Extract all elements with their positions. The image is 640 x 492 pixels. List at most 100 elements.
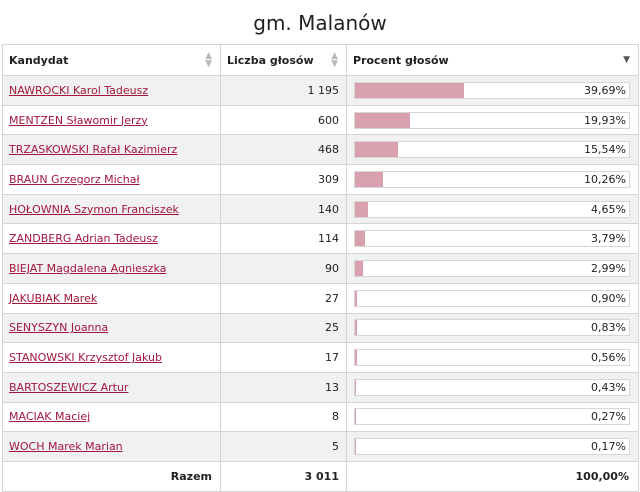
percent-bar-track: 3,79% <box>354 230 630 248</box>
percent-cell: 19,93% <box>346 104 639 136</box>
candidate-link[interactable]: WOCH Marek Marian <box>9 440 123 454</box>
votes-cell: 13 <box>220 371 347 403</box>
candidate-link[interactable]: HOŁOWNIA Szymon Franciszek <box>9 202 179 216</box>
percent-cell: 0,17% <box>346 431 639 462</box>
table-row: JAKUBIAK Marek 27 0,90% <box>2 282 639 314</box>
candidate-link[interactable]: SENYSZYN Joanna <box>9 321 109 335</box>
percent-bar-fill <box>355 260 364 276</box>
percent-label: 4,65% <box>591 202 626 216</box>
percent-label: 15,54% <box>584 143 626 157</box>
candidate-link[interactable]: BRAUN Grzegorz Michał <box>9 172 140 186</box>
table-row: WOCH Marek Marian 5 0,17% <box>2 431 639 462</box>
column-header-percent[interactable]: Procent głosów ▼ <box>346 44 639 76</box>
total-row: Razem 3 011 100,00% <box>2 460 639 492</box>
percent-bar-fill <box>355 409 356 425</box>
total-label: Razem <box>2 460 221 492</box>
percent-label: 0,83% <box>591 321 626 335</box>
percent-cell: 4,65% <box>346 193 639 225</box>
candidate-link[interactable]: ZANDBERG Adrian Tadeusz <box>9 232 158 246</box>
percent-bar-track: 0,56% <box>354 349 630 367</box>
table-row: HOŁOWNIA Szymon Franciszek 140 4,65% <box>2 193 639 225</box>
sort-arrows-icon[interactable]: ▲ ▼ <box>205 51 212 69</box>
percent-bar-track: 39,69% <box>354 81 630 99</box>
percent-bar-track: 0,83% <box>354 319 630 337</box>
percent-bar-fill <box>355 290 358 306</box>
percent-cell: 15,54% <box>346 134 639 166</box>
candidate-link[interactable]: MACIAK Maciej <box>9 410 91 424</box>
percent-label: 39,69% <box>584 83 626 97</box>
percent-label: 2,99% <box>591 261 626 275</box>
percent-bar-fill <box>355 231 366 247</box>
votes-cell: 468 <box>220 134 347 166</box>
candidate-link[interactable]: BIEJAT Magdalena Agnieszka <box>9 261 167 275</box>
percent-bar-fill <box>355 142 398 158</box>
percent-bar-track: 4,65% <box>354 200 630 218</box>
percent-cell: 0,43% <box>346 371 639 403</box>
candidate-link[interactable]: NAWROCKI Karol Tadeusz <box>9 83 149 97</box>
total-votes: 3 011 <box>220 460 347 492</box>
column-header-label: Procent głosów <box>353 53 449 67</box>
candidate-cell: STANOWSKI Krzysztof Jakub <box>2 342 221 373</box>
votes-cell: 17 <box>220 342 347 373</box>
votes-cell: 8 <box>220 401 347 433</box>
votes-cell: 309 <box>220 164 347 195</box>
percent-cell: 39,69% <box>346 75 639 106</box>
percent-bar-track: 0,17% <box>354 438 630 456</box>
votes-cell: 140 <box>220 193 347 225</box>
percent-label: 0,27% <box>591 410 626 424</box>
percent-cell: 0,90% <box>346 282 639 314</box>
table-row: MENTZEN Sławomir Jerzy 600 19,93% <box>2 104 639 136</box>
candidate-cell: BARTOSZEWICZ Artur <box>2 371 221 403</box>
percent-bar-track: 19,93% <box>354 111 630 129</box>
percent-label: 10,26% <box>584 172 626 186</box>
percent-label: 3,79% <box>591 232 626 246</box>
percent-bar-track: 0,90% <box>354 289 630 307</box>
percent-bar-track: 0,43% <box>354 378 630 396</box>
table-header-row: Kandydat ▲ ▼ Liczba głosów ▲ ▼ Procent gło… <box>2 44 639 76</box>
candidate-cell: MENTZEN Sławomir Jerzy <box>2 104 221 136</box>
candidate-link[interactable]: MENTZEN Sławomir Jerzy <box>9 113 148 127</box>
votes-cell: 5 <box>220 431 347 462</box>
percent-bar-fill <box>355 171 384 187</box>
total-percent: 100,00% <box>346 460 639 492</box>
candidate-cell: BIEJAT Magdalena Agnieszka <box>2 253 221 284</box>
table-row: SENYSZYN Joanna 25 0,83% <box>2 312 639 344</box>
percent-label: 0,17% <box>591 440 626 454</box>
table-row: NAWROCKI Karol Tadeusz 1 195 39,69% <box>2 75 639 106</box>
votes-cell: 600 <box>220 104 347 136</box>
candidate-link[interactable]: STANOWSKI Krzysztof Jakub <box>9 351 162 365</box>
results-table: Kandydat ▲ ▼ Liczba głosów ▲ ▼ Procent gło… <box>2 44 639 492</box>
percent-bar-track: 10,26% <box>354 170 630 188</box>
table-row: STANOWSKI Krzysztof Jakub 17 0,56% <box>2 342 639 373</box>
candidate-cell: SENYSZYN Joanna <box>2 312 221 344</box>
percent-label: 0,43% <box>591 380 626 394</box>
percent-bar-fill <box>355 112 410 128</box>
column-header-votes[interactable]: Liczba głosów ▲ ▼ <box>220 44 347 76</box>
candidate-cell: MACIAK Maciej <box>2 401 221 433</box>
votes-cell: 25 <box>220 312 347 344</box>
percent-label: 0,90% <box>591 291 626 305</box>
percent-bar-track: 15,54% <box>354 141 630 159</box>
percent-bar-fill <box>355 379 357 395</box>
percent-bar-track: 2,99% <box>354 259 630 277</box>
column-header-label: Liczba głosów <box>227 53 314 67</box>
column-header-label: Kandydat <box>9 53 69 67</box>
table-row: TRZASKOWSKI Rafał Kazimierz 468 15,54% <box>2 134 639 166</box>
percent-cell: 3,79% <box>346 223 639 255</box>
sort-arrows-icon[interactable]: ▲ ▼ <box>331 51 338 69</box>
candidate-link[interactable]: BARTOSZEWICZ Artur <box>9 380 129 394</box>
percent-cell: 0,83% <box>346 312 639 344</box>
percent-cell: 0,27% <box>346 401 639 433</box>
table-row: BRAUN Grzegorz Michał 309 10,26% <box>2 164 639 195</box>
percent-bar-track: 0,27% <box>354 408 630 426</box>
votes-cell: 27 <box>220 282 347 314</box>
percent-cell: 0,56% <box>346 342 639 373</box>
column-header-candidate[interactable]: Kandydat ▲ ▼ <box>2 44 221 76</box>
candidate-link[interactable]: JAKUBIAK Marek <box>9 291 98 305</box>
candidate-cell: BRAUN Grzegorz Michał <box>2 164 221 195</box>
votes-cell: 114 <box>220 223 347 255</box>
candidate-link[interactable]: TRZASKOWSKI Rafał Kazimierz <box>9 143 178 157</box>
percent-bar-fill <box>355 82 464 98</box>
sort-desc-icon[interactable]: ▼ <box>623 55 630 65</box>
candidate-cell: WOCH Marek Marian <box>2 431 221 462</box>
